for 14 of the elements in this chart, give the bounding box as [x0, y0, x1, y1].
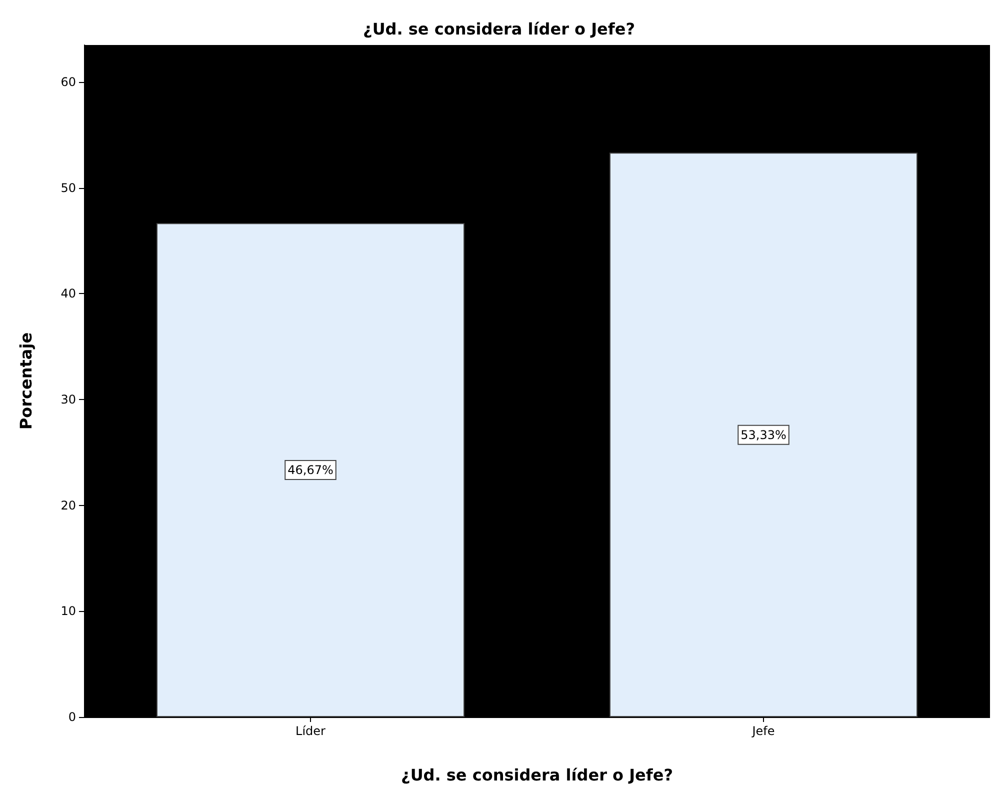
y-tick-label: 10: [60, 604, 76, 618]
y-tick-label: 20: [60, 498, 76, 512]
data-label: 46,67%: [288, 463, 334, 478]
x-tick-label: Jefe: [751, 724, 775, 738]
y-tick-label: 0: [68, 710, 76, 724]
y-tick-label: 50: [60, 180, 76, 195]
data-label: 53,33%: [740, 428, 786, 442]
x-tick-label: Líder: [296, 724, 326, 738]
y-tick-label: 60: [60, 75, 76, 90]
y-tick-label: 30: [60, 392, 76, 407]
y-axis-title: Porcentaje: [16, 332, 36, 430]
x-axis-title: ¿Ud. se considera líder o Jefe?: [401, 766, 673, 784]
chart-title: ¿Ud. se considera líder o Jefe?: [363, 20, 635, 38]
y-tick-label: 40: [60, 286, 76, 301]
